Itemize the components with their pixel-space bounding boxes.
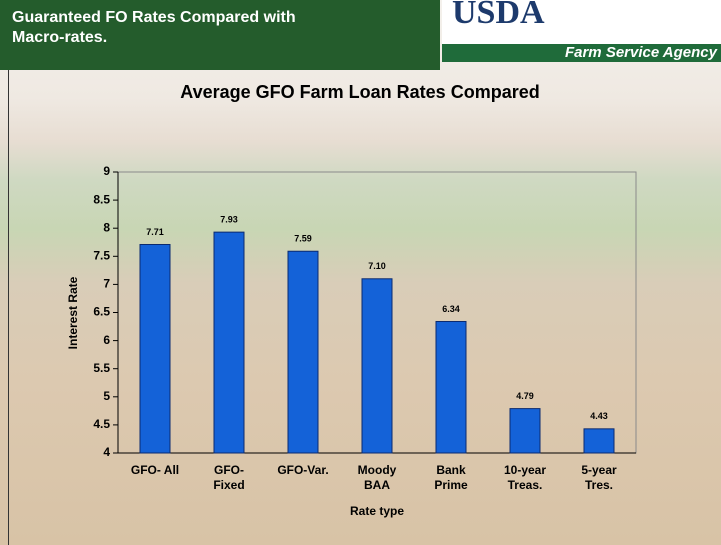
value-label: 7.10 [368,261,386,271]
y-tick-label: 7 [103,277,110,291]
y-axis-label: Interest Rate [66,276,80,349]
bar [140,244,170,453]
value-label: 6.34 [442,304,460,314]
bar [214,232,244,453]
value-label: 7.71 [146,227,164,237]
bar [584,429,614,453]
y-tick-label: 6 [103,333,110,347]
y-tick-label: 9 [103,164,110,178]
slide: Guaranteed FO Rates Compared with Macro-… [0,0,721,545]
bar [288,251,318,453]
y-tick-label: 4.5 [93,417,110,431]
x-tick-label: GFO- All [118,463,192,478]
bar [510,409,540,453]
y-tick-label: 8.5 [93,192,110,206]
x-tick-label: 5-year Tres. [562,463,636,493]
x-tick-label: Bank Prime [414,463,488,493]
y-tick-label: 8 [103,220,110,234]
x-tick-label: Moody BAA [340,463,414,493]
x-tick-label: 10-year Treas. [488,463,562,493]
bar [436,321,466,453]
x-tick-label: GFO-Var. [266,463,340,478]
chart-title: Average GFO Farm Loan Rates Compared [180,82,539,102]
value-label: 4.79 [516,391,534,401]
y-tick-label: 5.5 [93,361,110,375]
y-tick-label: 6.5 [93,305,110,319]
value-label: 7.59 [294,234,312,244]
x-axis-label: Rate type [350,504,404,518]
y-tick-label: 4 [103,445,110,459]
bar [362,279,392,453]
value-label: 7.93 [220,215,238,225]
x-tick-label: GFO- Fixed [192,463,266,493]
value-label: 4.43 [590,411,608,421]
y-tick-label: 7.5 [93,248,110,262]
y-tick-label: 5 [103,389,110,403]
